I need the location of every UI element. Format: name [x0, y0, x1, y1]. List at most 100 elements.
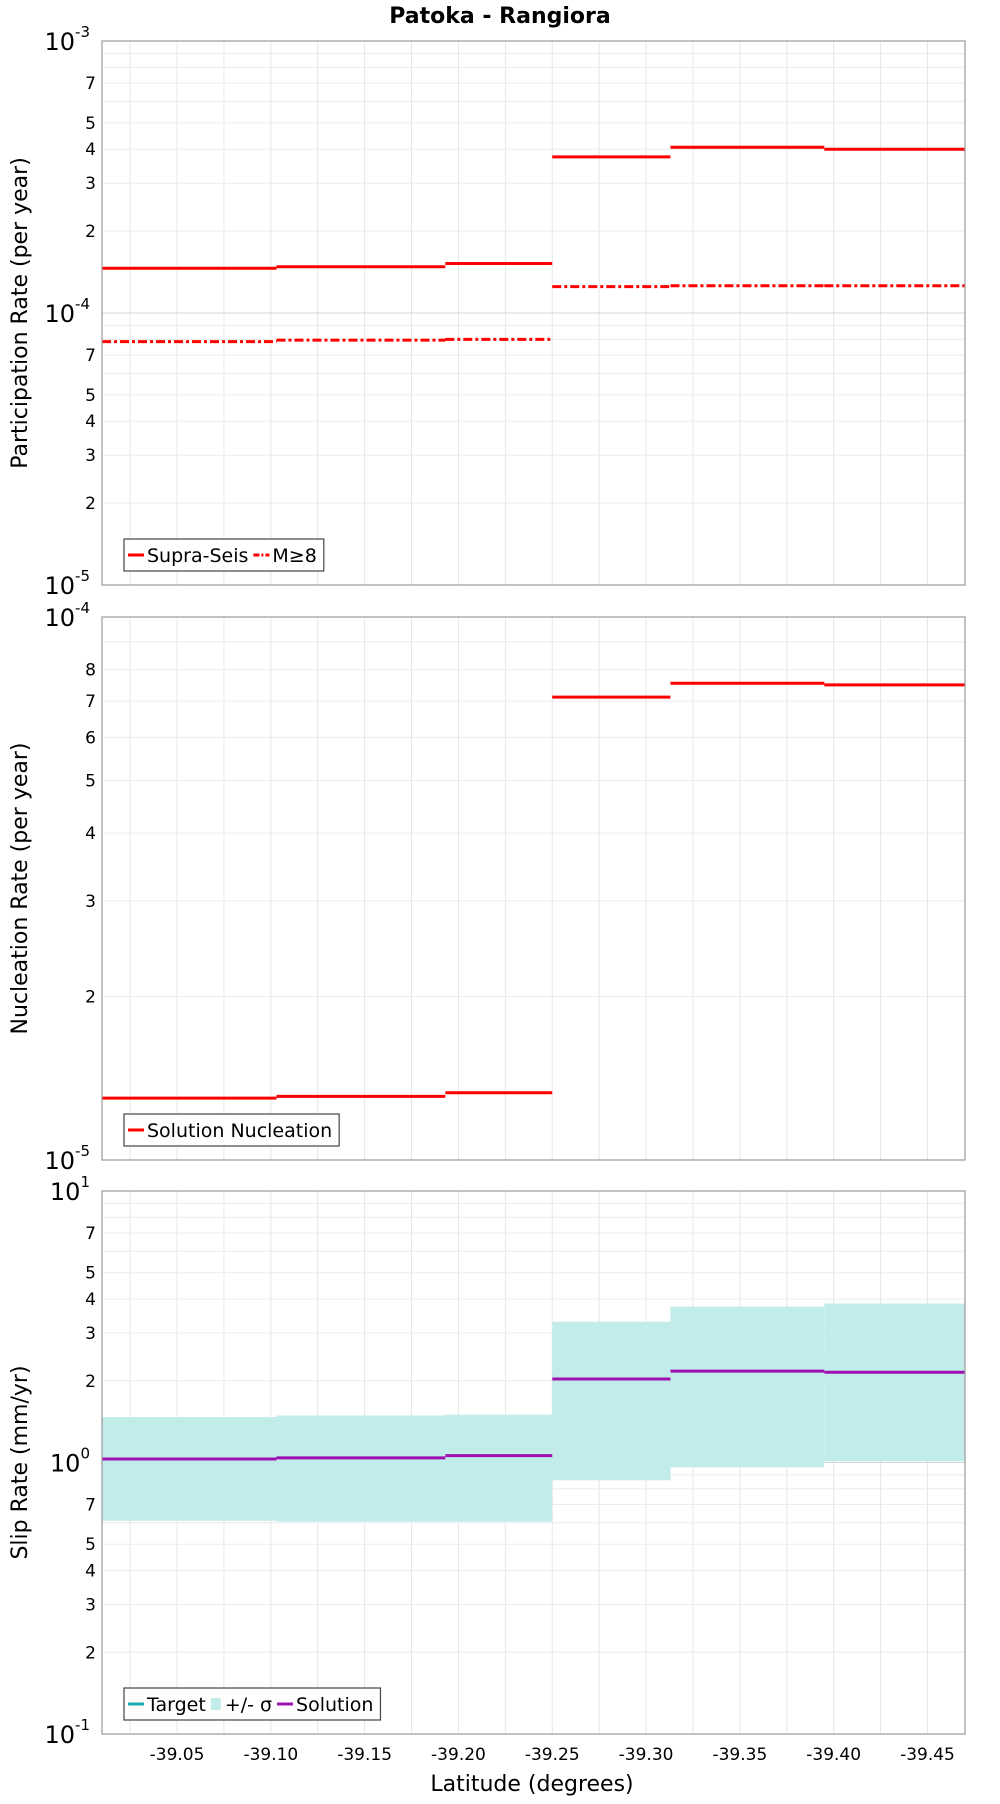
plot-frame [101, 616, 966, 1161]
x-tick-label: -39.45 [900, 1745, 955, 1765]
y-tick-mantissa: 10 [44, 300, 75, 328]
y-tick-label: 2 [85, 988, 96, 1008]
y-tick-mantissa: 10 [50, 1450, 81, 1478]
legend-box [123, 1113, 340, 1147]
x-tick-label: -39.05 [150, 1745, 205, 1765]
x-tick-label: -39.40 [806, 1745, 861, 1765]
y-tick-exponent: 0 [80, 1445, 90, 1463]
y-tick-label: 10-1 [44, 1716, 90, 1749]
y-tick-label: 10-5 [44, 1142, 90, 1175]
y-axis-label: Slip Rate (mm/yr) [8, 1365, 33, 1559]
y-tick-label: 4 [85, 1290, 96, 1310]
y-tick-mantissa: 10 [50, 1178, 81, 1206]
x-tick-label: -39.10 [243, 1745, 298, 1765]
y-tick-mantissa: 10 [44, 1721, 75, 1749]
y-tick-exponent: -5 [75, 1142, 90, 1160]
y-axis-label: Nucleation Rate (per year) [8, 743, 33, 1035]
series-m-8 [102, 284, 965, 344]
sigma-band-segment [276, 1415, 446, 1522]
y-tick-exponent: -4 [75, 295, 90, 313]
legend-box [123, 538, 325, 572]
series-supra-seis [102, 145, 965, 270]
y-tick-label: 7 [85, 1224, 96, 1244]
y-tick-exponent: -3 [75, 23, 90, 41]
plot-frame [101, 1190, 966, 1735]
y-tick-mantissa: 10 [44, 572, 75, 600]
y-tick-label: 10-4 [44, 599, 90, 632]
y-tick-exponent: -1 [75, 1716, 90, 1734]
y-tick-label: 4 [85, 824, 96, 844]
y-tick-mantissa: 10 [44, 604, 75, 632]
x-axis: -39.05 -39.10 -39.15 -39.20 -39.25 -39.30 -39.… [150, 1745, 955, 1765]
legend: Target +/- σ Solution [123, 1687, 382, 1721]
y-tick-label: 7 [85, 1496, 96, 1516]
y-tick-label: 4 [85, 1562, 96, 1582]
x-tick-label: -39.15 [337, 1745, 392, 1765]
legend-label: Supra-Seis [147, 545, 248, 567]
y-tick-label: 2 [85, 1372, 96, 1392]
sigma-band-segment [445, 1414, 553, 1522]
y-tick-label: 8 [85, 661, 96, 681]
y-tick-label: 3 [85, 174, 96, 194]
legend-swatch [210, 1698, 221, 1710]
sigma-band-segment [824, 1303, 965, 1462]
gridlines [102, 617, 965, 1160]
y-tick-label: 6 [85, 728, 96, 748]
y-tick-label: 7 [85, 74, 96, 94]
legend-label: Solution Nucleation [147, 1120, 332, 1142]
y-tick-mantissa: 10 [44, 28, 75, 56]
y-tick-label: 4 [85, 412, 96, 432]
plot-area [102, 617, 965, 1160]
gridlines [102, 41, 965, 585]
legend-label: M≥8 [272, 545, 316, 567]
series- [102, 1303, 965, 1522]
y-tick-label: 3 [85, 446, 96, 466]
y-axis-label: Participation Rate (per year) [8, 157, 33, 469]
y-tick-exponent: -4 [75, 599, 90, 617]
y-tick-label: 3 [85, 1324, 96, 1344]
y-tick-mantissa: 10 [44, 1147, 75, 1175]
y-tick-label: 10-3 [44, 23, 90, 56]
y-tick-label: 3 [85, 1595, 96, 1615]
y-tick-label: 7 [85, 692, 96, 712]
legend-label: Solution [296, 1694, 373, 1716]
y-tick-exponent: -5 [75, 567, 90, 585]
y-tick-label: 5 [85, 1535, 96, 1555]
x-tick-label: -39.35 [712, 1745, 767, 1765]
legend: Supra-Seis M≥8 [123, 538, 325, 572]
y-tick-label: 5 [85, 771, 96, 791]
plot-frame [101, 40, 966, 586]
y-tick-label: 5 [85, 1264, 96, 1284]
legend-label: Target [146, 1694, 206, 1716]
chart-title: Patoka - Rangiora [389, 4, 610, 29]
y-tick-label: 100 [50, 1445, 90, 1478]
x-tick-label: -39.30 [619, 1745, 674, 1765]
y-tick-label: 101 [50, 1173, 90, 1206]
y-tick-label: 10-5 [44, 567, 90, 600]
sigma-band-segment [670, 1306, 825, 1468]
x-axis-label: Latitude (degrees) [430, 1772, 633, 1797]
x-tick-label: -39.25 [525, 1745, 580, 1765]
y-tick-label: 4 [85, 140, 96, 160]
legend-label: +/- σ [225, 1694, 272, 1716]
legend-box [123, 1687, 382, 1721]
y-tick-label: 2 [85, 222, 96, 242]
series-solution [102, 1369, 965, 1461]
y-tick-label: 2 [85, 494, 96, 514]
sigma-band-segment [102, 1417, 277, 1521]
series-solution-nucleation [102, 681, 965, 1100]
y-tick-label: 10-4 [44, 295, 90, 328]
x-tick-label: -39.20 [431, 1745, 486, 1765]
y-tick-exponent: 1 [80, 1173, 90, 1191]
y-tick-label: 3 [85, 892, 96, 912]
sigma-band-segment [552, 1321, 671, 1481]
y-tick-label: 2 [85, 1643, 96, 1663]
y-tick-label: 7 [85, 346, 96, 366]
legend: Solution Nucleation [123, 1113, 340, 1147]
y-tick-label: 5 [85, 386, 96, 406]
